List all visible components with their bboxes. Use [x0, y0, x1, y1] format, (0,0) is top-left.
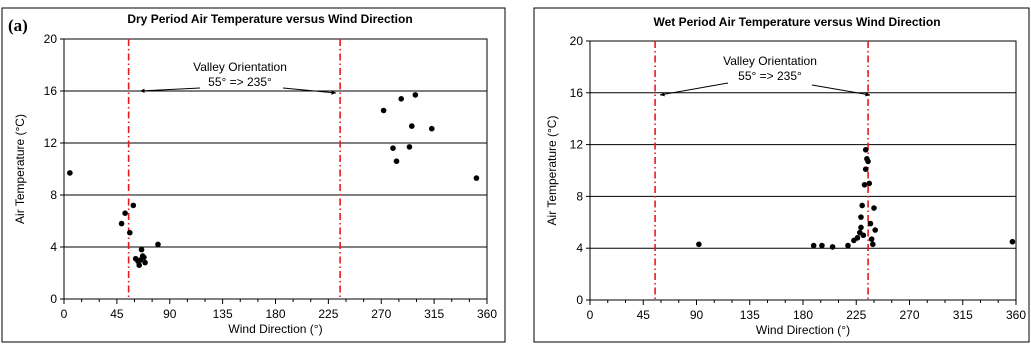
x-axis-label: Wind Direction (°) — [228, 322, 322, 336]
data-point — [155, 241, 161, 248]
x-tick-label: 0 — [587, 308, 594, 322]
y-axis-label: Air Temperature (°C) — [13, 114, 27, 224]
data-point — [130, 202, 137, 209]
data-point — [862, 146, 869, 153]
chart-panel-1: Dry Period Air Temperature versus Wind D… — [1, 7, 506, 343]
data-point — [138, 246, 145, 253]
data-point — [412, 92, 419, 98]
data-point — [142, 259, 148, 266]
x-tick-label: 225 — [846, 308, 866, 322]
x-tick-label: 180 — [265, 307, 285, 321]
y-tick-label: 4 — [50, 240, 57, 254]
y-tick-label: 0 — [576, 293, 583, 307]
data-point — [141, 254, 147, 261]
x-tick-label: 315 — [424, 307, 444, 321]
x-tick-label: 90 — [163, 307, 177, 321]
y-tick-label: 16 — [44, 84, 58, 98]
data-point — [67, 170, 73, 176]
y-tick-label: 20 — [44, 32, 58, 46]
data-point — [845, 242, 851, 249]
y-tick-label: 8 — [50, 188, 57, 202]
annotation-text: 55° => 235° — [738, 69, 802, 83]
data-point — [872, 227, 878, 233]
data-point — [868, 236, 875, 242]
y-tick-label: 20 — [570, 34, 584, 48]
y-tick-label: 16 — [570, 86, 584, 100]
y-tick-label: 12 — [44, 136, 58, 150]
y-tick-label: 4 — [576, 241, 583, 255]
y-tick-label: 8 — [576, 189, 583, 203]
chart-frame — [533, 7, 1030, 343]
data-point — [862, 166, 869, 173]
data-point — [428, 125, 435, 132]
data-point — [858, 214, 864, 220]
data-point — [122, 210, 128, 216]
chart-title: Dry Period Air Temperature versus Wind D… — [127, 12, 412, 26]
annotation-text: Valley Orientation — [193, 60, 287, 74]
annotation-text: Valley Orientation — [723, 54, 817, 68]
data-point — [867, 220, 874, 227]
x-tick-label: 270 — [371, 307, 391, 321]
x-tick-label: 225 — [318, 307, 338, 321]
data-point — [866, 180, 873, 187]
annotation-arrow — [139, 87, 201, 92]
x-tick-label: 135 — [213, 307, 233, 321]
x-tick-label: 135 — [740, 308, 760, 322]
data-point — [871, 205, 877, 211]
data-point — [861, 181, 868, 188]
annotation-arrowhead — [140, 88, 145, 93]
annotation-text: 55° => 235° — [208, 75, 272, 89]
x-tick-label: 0 — [61, 307, 68, 321]
data-point — [696, 241, 702, 248]
x-tick-label: 90 — [690, 308, 704, 322]
chart-panel-2: Wet Period Air Temperature versus Wind D… — [533, 7, 1030, 343]
data-point — [136, 262, 142, 269]
y-tick-label: 12 — [570, 138, 584, 152]
data-point — [829, 244, 836, 250]
data-point — [858, 224, 864, 231]
data-point — [1009, 238, 1016, 245]
annotation-arrow — [811, 84, 871, 96]
x-tick-label: 360 — [1006, 308, 1026, 322]
annotation-arrow — [282, 87, 337, 94]
x-tick-label: 270 — [899, 308, 919, 322]
chart-frame — [1, 7, 506, 343]
annotation-arrowhead — [331, 90, 336, 95]
data-point — [406, 144, 413, 150]
y-axis-label: Air Temperature (°C) — [545, 116, 559, 226]
data-point — [865, 158, 871, 165]
data-point — [854, 235, 861, 241]
data-point — [118, 220, 125, 227]
data-point — [393, 158, 400, 164]
data-point — [380, 107, 387, 114]
panel-label: (a) — [8, 16, 28, 35]
chart-title: Wet Period Air Temperature versus Wind D… — [653, 15, 940, 29]
data-point — [860, 232, 867, 239]
data-point — [473, 175, 480, 181]
data-point — [810, 242, 817, 249]
annotation-arrowhead — [865, 92, 870, 97]
data-point — [870, 241, 876, 248]
data-point — [819, 242, 825, 249]
x-tick-label: 180 — [793, 308, 813, 322]
x-tick-label: 45 — [637, 308, 651, 322]
y-tick-label: 0 — [50, 292, 57, 306]
data-point — [409, 123, 415, 129]
data-point — [398, 96, 405, 102]
data-point — [390, 145, 396, 151]
x-tick-label: 45 — [110, 307, 124, 321]
annotation-arrow — [659, 82, 729, 96]
data-point — [859, 202, 865, 209]
x-tick-label: 315 — [953, 308, 973, 322]
annotation-arrowhead — [660, 92, 665, 97]
x-tick-label: 360 — [477, 307, 497, 321]
data-point — [127, 229, 133, 236]
x-axis-label: Wind Direction (°) — [756, 323, 850, 337]
